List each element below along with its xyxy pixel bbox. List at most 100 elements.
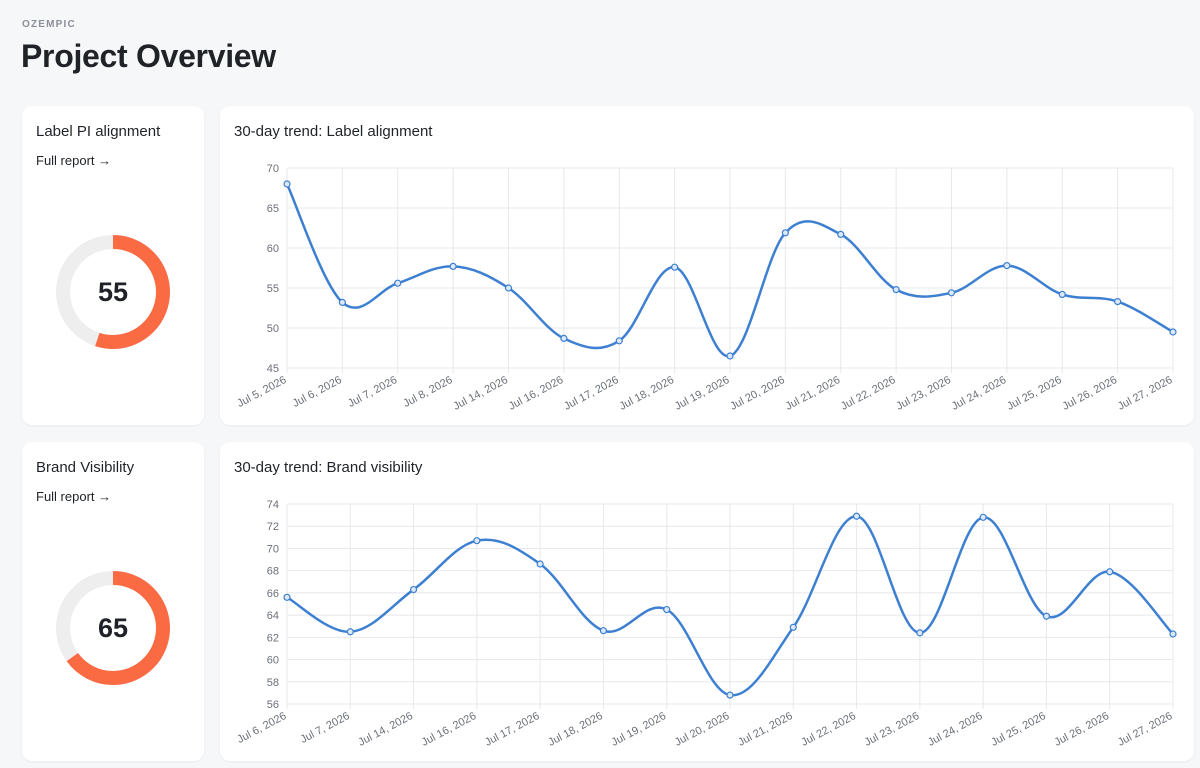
x-tick-label: Jul 16, 2026	[420, 710, 479, 749]
y-tick-label: 58	[267, 677, 279, 689]
series-line	[286, 514, 1174, 697]
data-point	[599, 627, 608, 635]
trend-card-brand-visibility: 30-day trend: Brand visibility 56 58 60 62 6…	[220, 442, 1194, 761]
x-tick-label: Jul 23, 2026	[863, 710, 922, 749]
full-report-link[interactable]: Full report →	[36, 153, 112, 168]
chart-title: 30-day trend: Label alignment	[234, 123, 433, 140]
x-tick-label: Jul 27, 2026	[1116, 710, 1175, 749]
data-point	[979, 513, 987, 521]
y-tick-label: 66	[267, 588, 279, 600]
data-point	[449, 262, 457, 270]
x-tick-label: Jul 19, 2026	[610, 710, 669, 749]
data-point	[1003, 262, 1011, 270]
y-tick-label: 45	[267, 363, 279, 375]
score-donut: 65	[54, 569, 172, 687]
page-title: Project Overview	[21, 38, 276, 74]
score-card-label-alignment: Label PI alignment Full report → 55	[22, 106, 204, 425]
x-tick-label: Jul 14, 2026	[451, 374, 510, 413]
data-point	[409, 585, 418, 594]
x-tick-label: Jul 22, 2026	[799, 710, 858, 749]
y-tick-label: 55	[267, 283, 279, 295]
data-point	[560, 334, 568, 342]
x-tick-label: Jul 22, 2026	[839, 374, 898, 413]
data-point	[504, 284, 513, 292]
y-tick-label: 72	[267, 521, 279, 533]
data-point	[1042, 612, 1051, 620]
x-tick-label: Jul 18, 2026	[546, 710, 605, 749]
trend-line-chart: 45 50 55 60 65 70 Jul 5, 2026 Jul 6, 2026 Jul 7,…	[235, 163, 1177, 413]
y-tick-label: 50	[267, 323, 279, 335]
x-tick-label: Jul 20, 2026	[673, 710, 732, 749]
x-tick-label: Jul 26, 2026	[1060, 374, 1119, 413]
data-point	[1058, 290, 1066, 298]
x-tick-label: Jul 27, 2026	[1116, 374, 1175, 413]
x-tick-label: Jul 8, 2026	[401, 374, 454, 410]
x-tick-label: Jul 16, 2026	[507, 374, 566, 413]
data-point	[837, 230, 845, 238]
x-tick-label: Jul 17, 2026	[562, 374, 621, 413]
card-title: Label PI alignment	[36, 123, 161, 140]
donut-ring	[56, 235, 170, 349]
x-tick-label: Jul 6, 2026	[291, 374, 344, 410]
data-point	[473, 537, 481, 545]
trend-card-label-alignment: 30-day trend: Label alignment 45 50 55 60 65…	[220, 106, 1194, 425]
donut-ring	[56, 571, 170, 685]
data-point	[283, 180, 291, 188]
card-title: Brand Visibility	[36, 459, 135, 476]
data-point	[726, 352, 734, 360]
data-point	[615, 337, 623, 345]
data-point	[892, 286, 900, 294]
data-point	[671, 263, 679, 271]
data-point	[536, 560, 544, 568]
x-tick-label: Jul 24, 2026	[950, 374, 1009, 413]
y-tick-label: 56	[267, 699, 279, 711]
data-point	[781, 229, 789, 237]
x-tick-label: Jul 7, 2026	[299, 710, 352, 746]
x-tick-label: Jul 24, 2026	[926, 710, 985, 749]
x-tick-label: Jul 18, 2026	[617, 374, 676, 413]
x-tick-label: Jul 17, 2026	[483, 710, 542, 749]
data-point	[338, 298, 346, 306]
x-tick-label: Jul 5, 2026	[235, 374, 288, 410]
data-point	[283, 593, 291, 601]
score-donut: 55	[54, 233, 172, 351]
donut-progress-arc	[56, 235, 170, 349]
x-tick-label: Jul 25, 2026	[989, 710, 1048, 749]
data-point	[1106, 568, 1114, 576]
y-tick-label: 65	[267, 203, 279, 215]
brand-label: OZEMPIC	[22, 19, 76, 30]
x-tick-label: Jul 7, 2026	[346, 374, 399, 410]
x-tick-label: Jul 21, 2026	[784, 374, 843, 413]
x-tick-label: Jul 6, 2026	[235, 710, 288, 746]
x-tick-label: Jul 14, 2026	[356, 710, 415, 749]
data-point	[852, 512, 861, 520]
score-card-brand-visibility: Brand Visibility Full report → 65	[22, 442, 204, 761]
x-tick-label: Jul 25, 2026	[1005, 374, 1064, 413]
y-tick-label: 74	[267, 499, 279, 511]
data-point	[726, 691, 734, 699]
y-tick-label: 70	[267, 163, 279, 175]
data-point	[916, 629, 924, 637]
y-tick-label: 64	[267, 610, 279, 622]
chart-title: 30-day trend: Brand visibility	[234, 459, 423, 476]
y-tick-label: 60	[267, 655, 279, 667]
score-value: 55	[97, 276, 129, 307]
donut-progress-arc	[56, 571, 170, 685]
data-point	[947, 289, 956, 297]
data-point	[789, 623, 797, 631]
score-value: 65	[97, 612, 129, 643]
x-tick-label: Jul 23, 2026	[894, 374, 953, 413]
x-tick-label: Jul 21, 2026	[736, 710, 795, 749]
y-tick-label: 60	[267, 243, 279, 255]
y-tick-label: 68	[267, 566, 279, 578]
data-point	[1169, 328, 1177, 336]
data-point	[663, 605, 671, 614]
y-tick-label: 70	[267, 543, 279, 555]
full-report-link[interactable]: Full report →	[36, 489, 112, 504]
x-tick-label: Jul 20, 2026	[728, 374, 787, 413]
data-point	[394, 279, 402, 287]
x-tick-label: Jul 26, 2026	[1053, 710, 1112, 749]
y-tick-label: 62	[267, 632, 279, 644]
trend-line-chart: 56 58 60 62 64 66 68 70 72 74 Jul 6, 2026 Jul 7, 20…	[235, 499, 1177, 749]
x-tick-label: Jul 19, 2026	[673, 374, 732, 413]
